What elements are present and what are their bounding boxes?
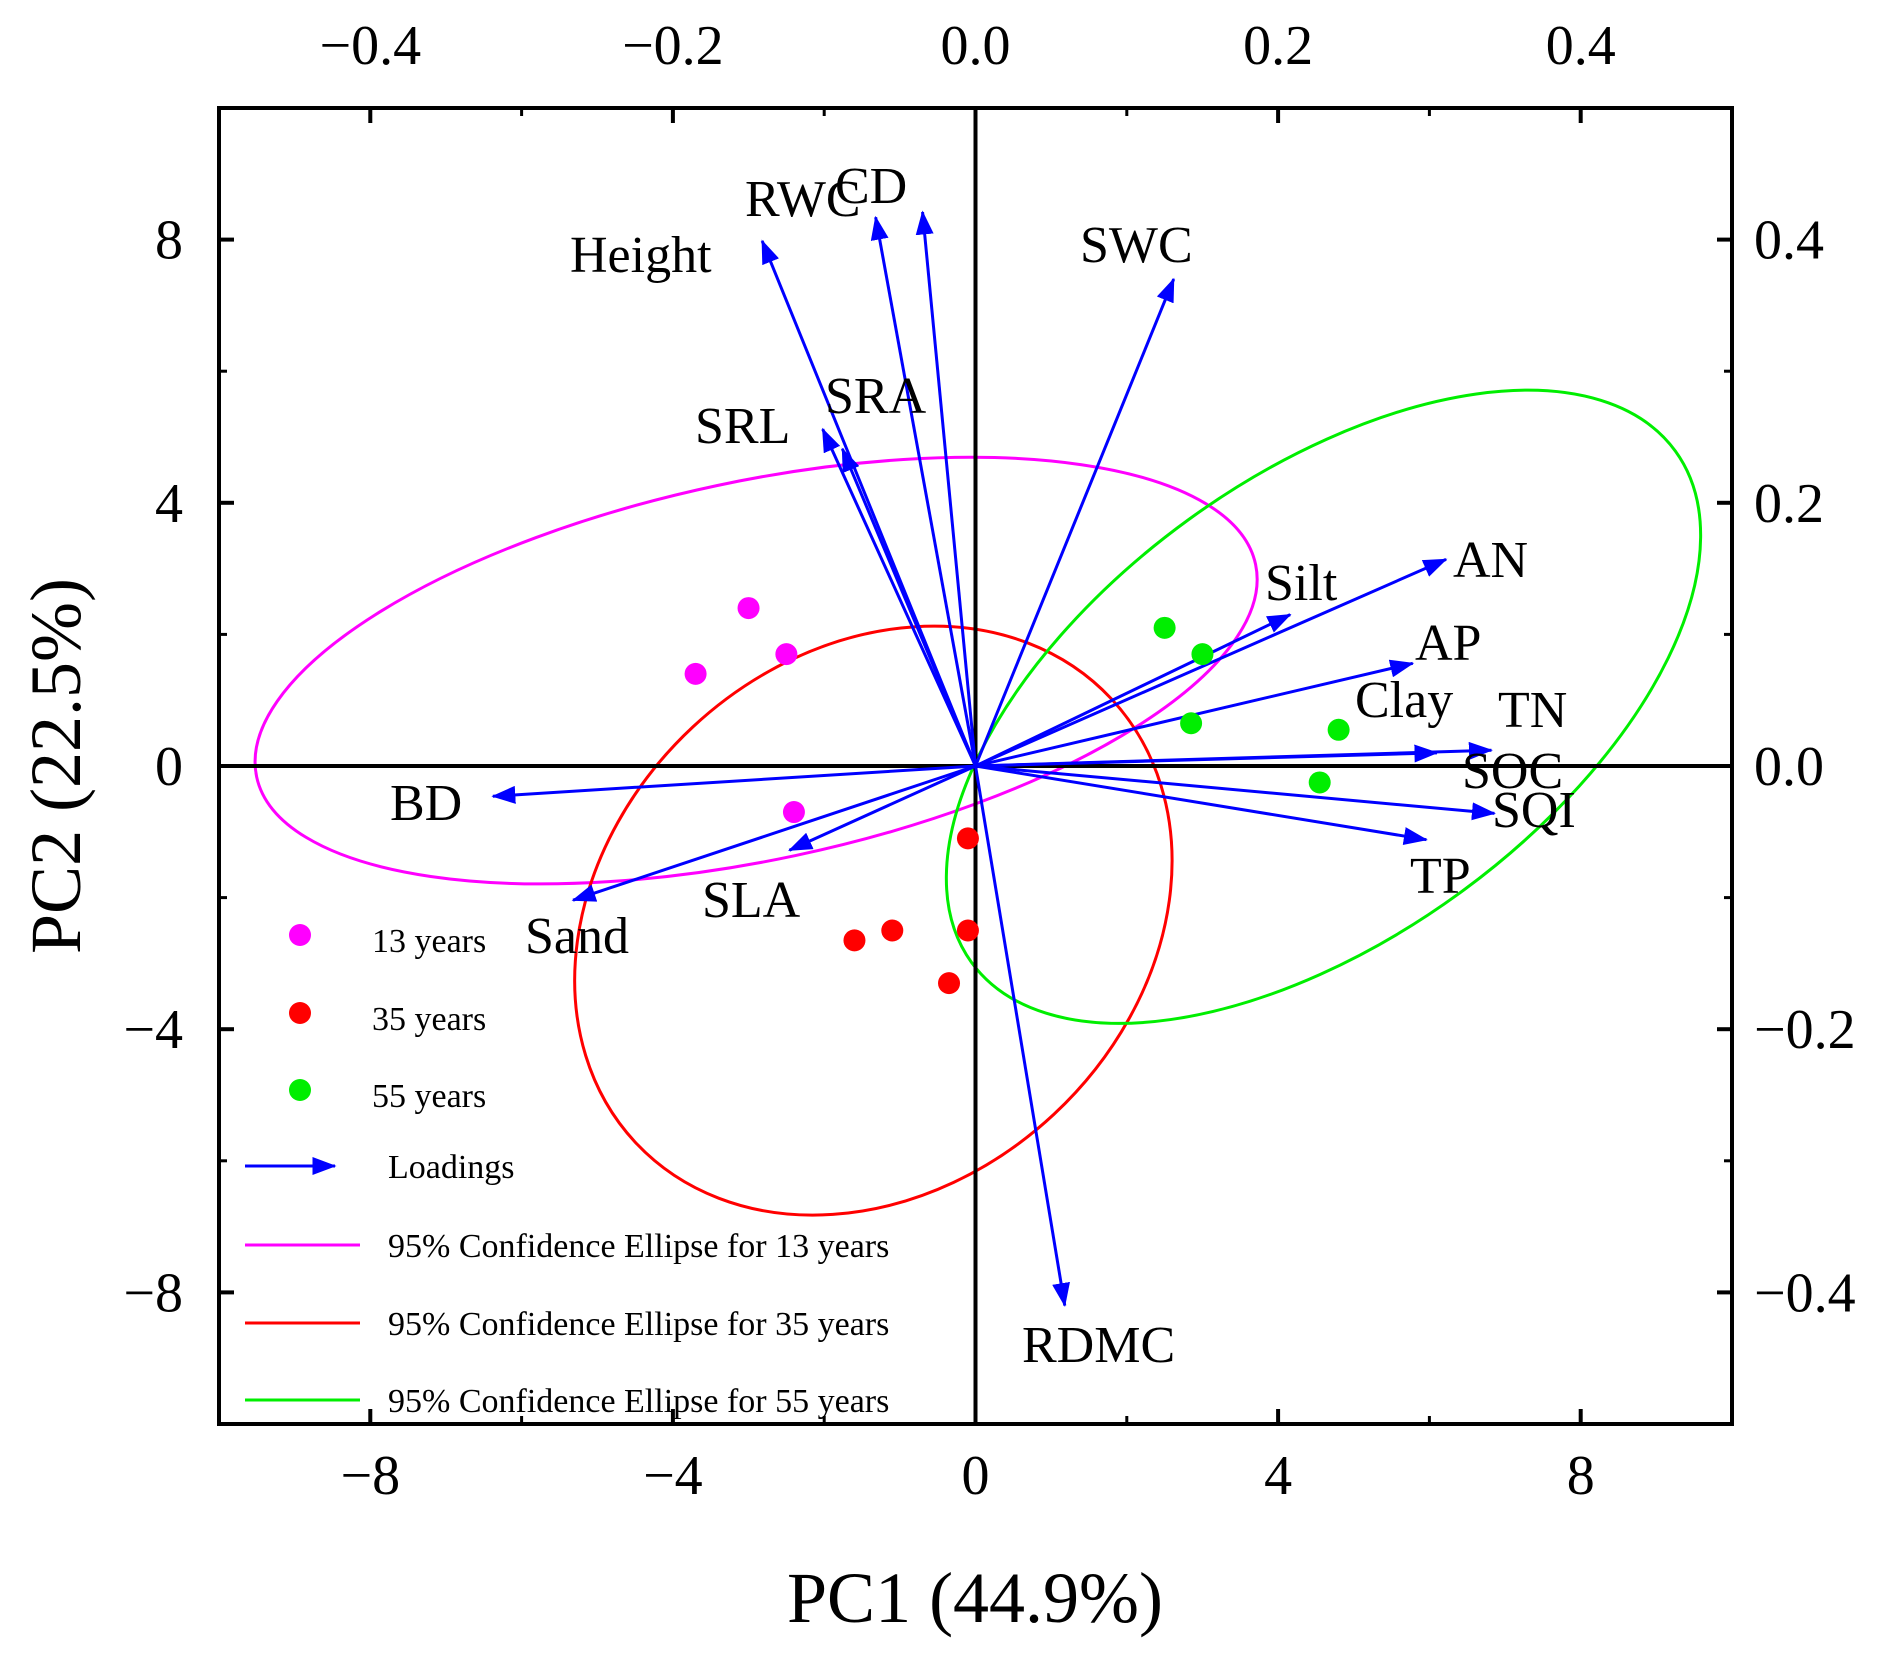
right-tick-label: 0.4: [1754, 210, 1824, 272]
variable-label-tp: TP: [1410, 848, 1471, 905]
y-tick-label: −4: [123, 999, 183, 1061]
loading-arrow-sand: [571, 764, 976, 902]
confidence-ellipse-35-years: [573, 624, 1174, 1217]
x-tick-label: −8: [341, 1445, 401, 1507]
data-point-35-years: [956, 827, 979, 850]
variable-label-sra: SRA: [825, 368, 927, 425]
legend-label-13-years: 13 years: [372, 923, 486, 960]
data-point-35-years: [938, 972, 961, 995]
variable-label-bd: BD: [390, 775, 462, 832]
data-point-55-years: [1191, 643, 1214, 666]
data-point-55-years: [1308, 771, 1331, 794]
variable-label-height: Height: [570, 227, 712, 284]
top-tick-label: 0.2: [1243, 15, 1313, 77]
data-point-13-years: [684, 662, 707, 685]
loading-arrow-bd: [491, 764, 976, 804]
legend-marker-35-years: [289, 1002, 311, 1024]
loading-arrow-silt: [974, 613, 1292, 768]
legend-label-35-years: 35 years: [372, 1001, 486, 1038]
right-tick-label: 0.0: [1754, 736, 1824, 798]
loading-arrow-swc: [974, 277, 1176, 767]
loading-arrow-sra: [840, 447, 977, 767]
legend-label-95-confidence-ellipse-for-55-years: 95% Confidence Ellipse for 55 years: [388, 1383, 889, 1420]
loading-arrow-rdmc: [974, 765, 1070, 1308]
y-tick-label: 8: [155, 210, 183, 272]
data-point-35-years: [843, 929, 866, 952]
top-tick-label: 0.0: [941, 15, 1011, 77]
confidence-ellipse-13-years: [253, 455, 1259, 886]
variable-label-clay: Clay: [1355, 672, 1453, 729]
variable-label-an: AN: [1453, 532, 1528, 589]
loading-arrow-cd: [915, 210, 977, 767]
x-tick-label: 8: [1567, 1445, 1595, 1507]
legend-marker-55-years: [289, 1079, 311, 1101]
data-point-55-years: [1180, 712, 1203, 735]
right-tick-label: −0.2: [1754, 999, 1856, 1061]
variable-label-rdmc: RDMC: [1022, 1317, 1175, 1374]
legend-label-55-years: 55 years: [372, 1078, 486, 1115]
variable-label-swc: SWC: [1080, 217, 1193, 274]
legend-label-95-confidence-ellipse-for-13-years: 95% Confidence Ellipse for 13 years: [388, 1228, 889, 1265]
variable-label-srl: SRL: [695, 398, 790, 455]
x-tick-label: 0: [962, 1445, 990, 1507]
data-point-35-years: [956, 919, 979, 942]
loading-arrow-srl: [821, 427, 977, 767]
data-point-13-years: [775, 643, 798, 666]
x-axis-title: PC1 (44.9%): [787, 1558, 1163, 1638]
legend-label-loadings: Loadings: [388, 1149, 515, 1186]
right-tick-label: −0.4: [1754, 1262, 1856, 1324]
y-axis-title: PC2 (22.5%): [16, 578, 96, 954]
right-tick-label: 0.2: [1754, 473, 1824, 535]
variable-label-silt: Silt: [1265, 555, 1338, 612]
variable-label-ap: AP: [1415, 615, 1481, 672]
top-tick-label: −0.2: [622, 15, 724, 77]
loading-arrow-tp: [975, 764, 1428, 845]
x-tick-label: 4: [1264, 1445, 1292, 1507]
y-tick-label: 4: [155, 473, 183, 535]
loading-arrow-soc: [975, 744, 1439, 768]
plot-frame: [217, 106, 1734, 1426]
data-point-13-years: [782, 801, 805, 824]
loading-arrow-sla: [788, 764, 977, 852]
variable-label-rwc: RWC: [745, 171, 861, 228]
variable-label-soc: SOC: [1462, 743, 1563, 800]
variable-label-cd: CD: [835, 158, 907, 215]
x-tick-label: −4: [643, 1445, 703, 1507]
data-point-35-years: [881, 919, 904, 942]
top-tick-label: 0.4: [1546, 15, 1616, 77]
y-tick-label: 0: [155, 736, 183, 798]
loading-arrow-sqi: [975, 764, 1496, 821]
variable-label-sand: Sand: [525, 908, 629, 965]
variable-label-sqi: SQI: [1492, 782, 1576, 839]
top-tick-label: −0.4: [320, 15, 422, 77]
data-point-13-years: [737, 597, 760, 620]
confidence-ellipse-55-years: [944, 388, 1703, 1025]
variable-label-sla: SLA: [702, 872, 801, 929]
y-tick-label: −8: [123, 1262, 183, 1324]
variable-label-tn: TN: [1498, 682, 1567, 739]
legend-label-95-confidence-ellipse-for-35-years: 95% Confidence Ellipse for 35 years: [388, 1306, 889, 1343]
data-point-55-years: [1327, 718, 1350, 741]
loading-arrow-an: [974, 558, 1448, 768]
data-point-55-years: [1153, 616, 1176, 639]
loading-arrow-rwc: [870, 215, 977, 767]
legend-marker-13-years: [289, 924, 311, 946]
